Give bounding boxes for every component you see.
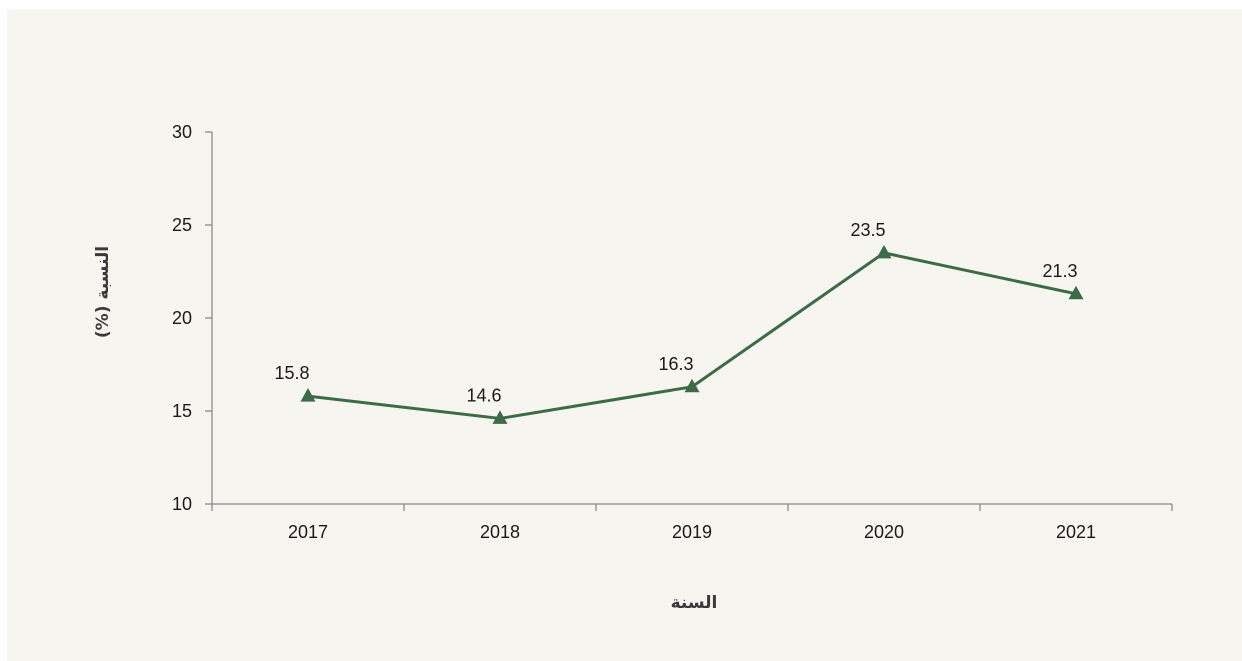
y-tick-label: 20 xyxy=(172,308,192,328)
data-label: 16.3 xyxy=(658,354,693,374)
series-line xyxy=(307,251,1077,420)
data-label: 14.6 xyxy=(466,385,501,405)
data-label: 21.3 xyxy=(1042,261,1077,281)
y-tick-label: 25 xyxy=(172,215,192,235)
y-tick-label: 15 xyxy=(172,401,192,421)
data-point-marker xyxy=(300,388,316,402)
data-point-marker xyxy=(1068,285,1084,300)
y-tick-label: 30 xyxy=(172,122,192,142)
y-tick-label: 10 xyxy=(172,494,192,514)
x-tick-label: 2017 xyxy=(288,522,328,542)
data-point-marker xyxy=(876,244,892,259)
y-axis: 10 15 20 25 30 xyxy=(172,122,213,514)
x-axis: 2017 2018 2019 2020 2021 xyxy=(211,503,1173,542)
chart-background xyxy=(7,9,1242,661)
data-label: 23.5 xyxy=(850,220,885,240)
data-label: 15.8 xyxy=(274,363,309,383)
x-axis-title: السنة xyxy=(671,593,718,613)
data-point-marker xyxy=(684,378,700,393)
x-tick-label: 2019 xyxy=(672,522,712,542)
y-axis-title: النسبة (%) xyxy=(93,246,113,338)
data-labels: 15.8 14.6 16.3 23.5 21.3 xyxy=(274,220,1077,406)
x-tick-label: 2018 xyxy=(480,522,520,542)
data-point-marker xyxy=(492,410,508,424)
series-line-group xyxy=(300,244,1084,424)
x-tick-label: 2020 xyxy=(864,522,904,542)
x-tick-label: 2021 xyxy=(1056,522,1096,542)
